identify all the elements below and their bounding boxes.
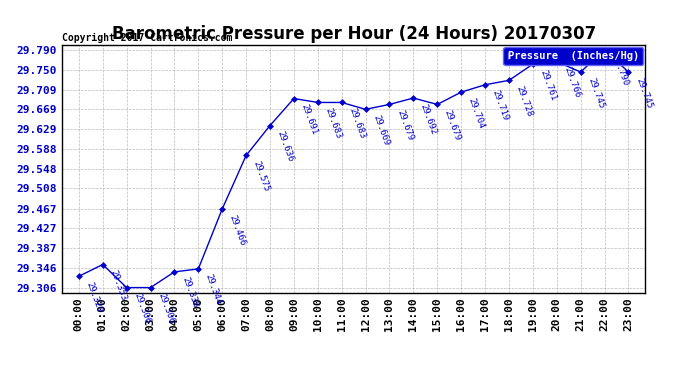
Text: Copyright 2017 Cartronics.com: Copyright 2017 Cartronics.com: [62, 33, 233, 42]
Title: Barometric Pressure per Hour (24 Hours) 20170307: Barometric Pressure per Hour (24 Hours) …: [112, 26, 595, 44]
Text: 29.466: 29.466: [228, 213, 247, 247]
Text: 29.344: 29.344: [204, 273, 224, 306]
Text: 29.329: 29.329: [84, 280, 104, 314]
Text: 29.790: 29.790: [610, 54, 629, 87]
Text: 29.719: 29.719: [491, 89, 510, 122]
Text: 29.338: 29.338: [180, 276, 199, 309]
Text: 29.704: 29.704: [466, 96, 486, 130]
Text: 29.692: 29.692: [419, 102, 438, 136]
Text: 29.766: 29.766: [562, 66, 582, 99]
Text: 29.745: 29.745: [586, 76, 606, 109]
Text: 29.575: 29.575: [252, 160, 271, 193]
Text: 29.683: 29.683: [347, 106, 366, 140]
Text: 29.306: 29.306: [156, 292, 175, 325]
Text: 29.669: 29.669: [371, 114, 391, 147]
Text: 29.636: 29.636: [275, 130, 295, 163]
Text: 29.353: 29.353: [108, 268, 128, 302]
Text: 29.679: 29.679: [443, 109, 462, 142]
Text: 29.306: 29.306: [132, 292, 152, 325]
Text: 29.761: 29.761: [538, 68, 558, 102]
Legend: Pressure  (Inches/Hg): Pressure (Inches/Hg): [504, 47, 643, 65]
Text: 29.683: 29.683: [324, 106, 343, 140]
Text: 29.691: 29.691: [299, 103, 319, 136]
Text: 29.728: 29.728: [515, 84, 534, 118]
Text: 29.679: 29.679: [395, 109, 415, 142]
Text: 29.745: 29.745: [634, 76, 653, 109]
